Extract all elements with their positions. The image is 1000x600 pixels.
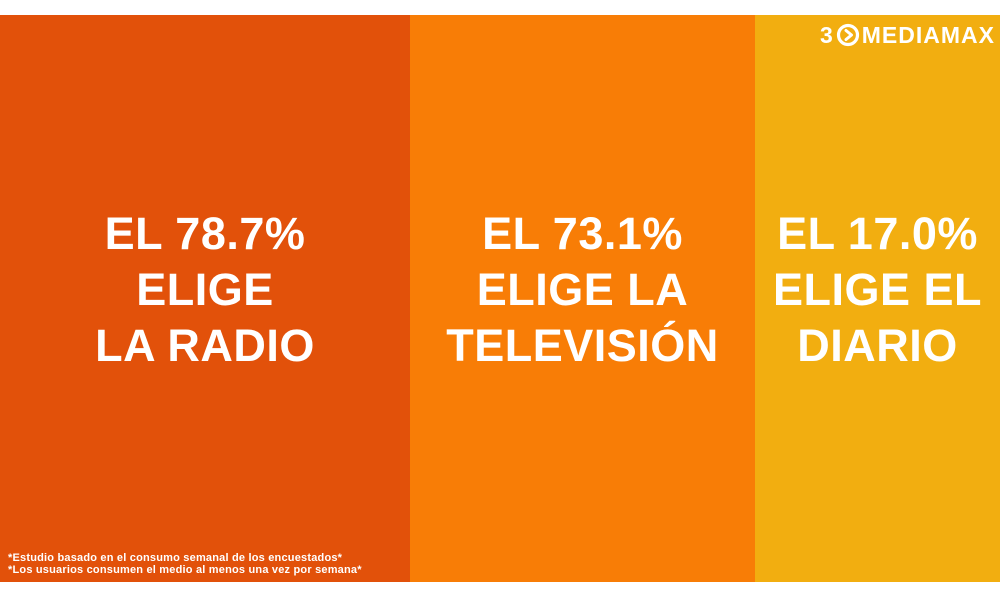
diario-stat: EL 17.0% ELIGE EL DIARIO	[773, 206, 982, 392]
panels-row: EL 78.7% ELIGE LA RADIO *Estudio basado …	[0, 15, 1000, 582]
radio-stat-line-1: EL 78.7%	[104, 207, 306, 259]
television-stat-line-2: ELIGE LA	[476, 263, 689, 315]
diario-stat-line-3: DIARIO	[797, 319, 958, 371]
radio-stat: EL 78.7% ELIGE LA RADIO	[95, 206, 315, 392]
radio-stat-line-2: ELIGE	[136, 263, 274, 315]
diario-stat-line-2: ELIGE EL	[772, 263, 983, 315]
television-stat: EL 73.1% ELIGE LA TELEVISIÓN	[446, 206, 719, 392]
panel-television: EL 73.1% ELIGE LA TELEVISIÓN	[410, 15, 755, 582]
diario-stat-line-1: EL 17.0%	[777, 207, 978, 259]
footnote-line-2: *Los usuarios consumen el medio al menos…	[8, 564, 362, 576]
logo-prefix: 3	[819, 22, 834, 48]
radio-stat-line-3: LA RADIO	[95, 319, 315, 371]
television-stat-line-1: EL 73.1%	[482, 207, 683, 259]
footnote-line-1: *Estudio basado en el consumo semanal de…	[8, 552, 343, 564]
footnotes: *Estudio basado en el consumo semanal de…	[8, 552, 362, 576]
play-circle-icon	[836, 23, 859, 47]
logo-text: MEDIAMAX	[861, 22, 995, 48]
panel-radio: EL 78.7% ELIGE LA RADIO *Estudio basado …	[0, 15, 410, 582]
mediamax-logo: 3 MEDIAMAX	[820, 22, 995, 48]
panel-diario: 3 MEDIAMAX EL 17.0% ELIGE EL DIARIO	[755, 15, 1000, 582]
television-stat-line-3: TELEVISIÓN	[446, 319, 719, 371]
